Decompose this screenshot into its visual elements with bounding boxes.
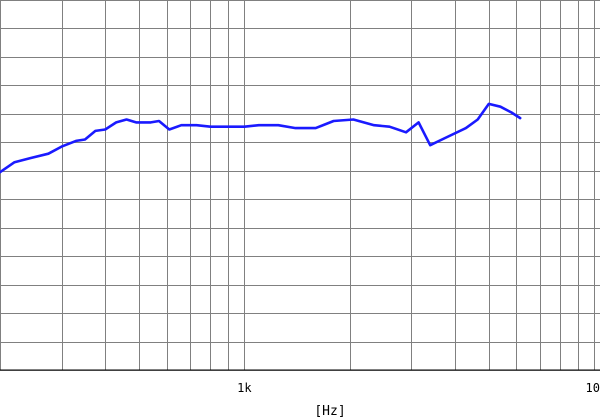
x-tick-label: 1k — [237, 381, 252, 395]
series-line — [0, 102, 522, 174]
plot-background — [0, 0, 600, 370]
series-layer — [0, 102, 522, 174]
grid — [0, 0, 600, 371]
x-tick-label: 10 — [586, 381, 600, 395]
x-axis-unit-label: [Hz] — [314, 404, 345, 419]
x-tick-labels: 1k 10 — [237, 381, 600, 395]
